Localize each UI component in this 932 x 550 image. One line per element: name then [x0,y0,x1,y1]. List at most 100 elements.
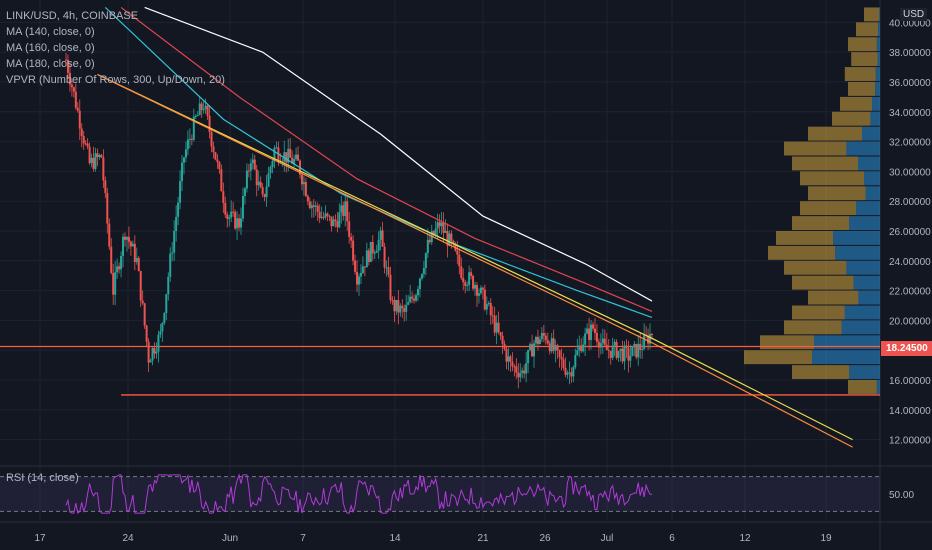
time-tick-label: 14 [389,533,401,544]
candle-body [206,105,209,116]
currency-label[interactable]: USD [900,8,928,21]
price-tick-label: 20.00000 [889,316,931,327]
candle-body [580,345,583,352]
volume-bar-up [856,201,880,216]
candle-body [350,236,353,241]
candle-body [356,271,359,285]
candle-body [529,344,532,350]
candle-body [538,339,541,345]
candle-body [428,239,431,243]
symbol-label[interactable]: LINK/USD, 4h, COINBASE [6,10,139,22]
candle-body [521,370,524,374]
volume-bar-up [877,52,880,67]
candle-body [613,341,616,346]
candle-body [422,268,425,275]
ma160-label[interactable]: MA (160, close, 0) [6,42,95,54]
candle-body [102,157,105,181]
price-tick-label: 30.00000 [889,167,931,178]
candle-body [574,354,577,368]
candle-body [460,266,463,278]
candle-body [546,340,549,344]
candle-body [566,372,569,375]
current-price-badge: 18.24500 [881,341,932,356]
volume-bar-up [835,245,880,260]
volume-bar-down [848,380,877,394]
candle-body [534,336,537,344]
candle-body [234,211,237,229]
ma180-label[interactable]: MA (180, close, 0) [6,58,95,70]
volume-bar-down [808,186,866,201]
candle-body [489,302,492,316]
candle-body [397,299,400,313]
price-tick-label: 38.00000 [889,48,931,59]
candle-body [216,159,219,163]
candle-body [548,343,551,352]
volume-bar-down [856,22,879,37]
candle-body [416,289,419,296]
candle-body [643,334,646,350]
candle-body [570,372,573,377]
candle-body [448,233,451,246]
candle-body [631,346,634,356]
time-tick-label: 19 [820,533,832,544]
candle-body [424,253,427,269]
candle-body [196,115,199,117]
volume-bar-up [833,231,880,245]
candle-body [163,312,166,323]
candle-body [450,233,453,241]
candle-body [308,201,311,209]
candle-body [456,250,459,255]
candle-body [617,351,620,358]
candle-body [194,116,197,118]
moving-average-line [144,6,653,302]
candle-body [265,186,268,198]
candle-body [104,180,107,194]
volume-bar-down [792,156,858,171]
volume-bar-up [872,96,880,111]
chart-legend: LINK/USD, 4h, COINBASE MA (140, close, 0… [6,8,225,88]
candle-body [210,131,213,147]
candle-body [78,110,81,129]
time-axis[interactable]: 17 24 Jun 7 14 21 26 Jul 6 12 19 [34,533,832,544]
vpvr-label[interactable]: VPVR (Number Of Rows, 300, Up/Down, 20) [6,74,225,86]
price-tick-label: 22.00000 [889,287,931,298]
price-axis[interactable]: 12.0000014.0000016.0000018.0000020.00000… [889,18,931,446]
volume-bar-up [876,37,880,52]
ma140-label[interactable]: MA (140, close, 0) [6,26,95,38]
candle-body [411,296,414,299]
candle-body [649,333,652,344]
candle-body [544,335,547,341]
candle-body [464,282,467,286]
candle-body [257,181,260,186]
candle-body [440,222,443,227]
candle-body [605,344,608,351]
volume-bar-down [808,126,862,141]
candle-body [371,241,374,254]
candle-body [470,272,473,276]
candle-body [387,267,390,275]
candle-body [338,212,341,228]
candle-body [212,146,215,153]
rsi-label[interactable]: RSI (14, close) [6,472,79,484]
volume-bar-up [876,380,880,394]
candle-body [560,357,563,360]
candle-body [603,338,606,345]
candle-body [462,277,465,283]
candle-body [562,359,565,368]
candle-body [125,237,128,240]
candle-body [629,355,632,361]
moving-average-line [120,6,653,313]
candle-body [214,152,217,160]
candle-body [601,338,604,344]
candle-body [330,216,333,227]
candle-body [523,370,526,374]
candle-body [474,284,477,289]
candle-body [609,350,612,358]
candle-body [289,148,292,158]
candle-body [220,169,223,192]
price-tick-label: 24.00000 [889,257,931,268]
candle-body [192,116,195,140]
candle-body [112,272,115,295]
candle-body [599,343,602,348]
